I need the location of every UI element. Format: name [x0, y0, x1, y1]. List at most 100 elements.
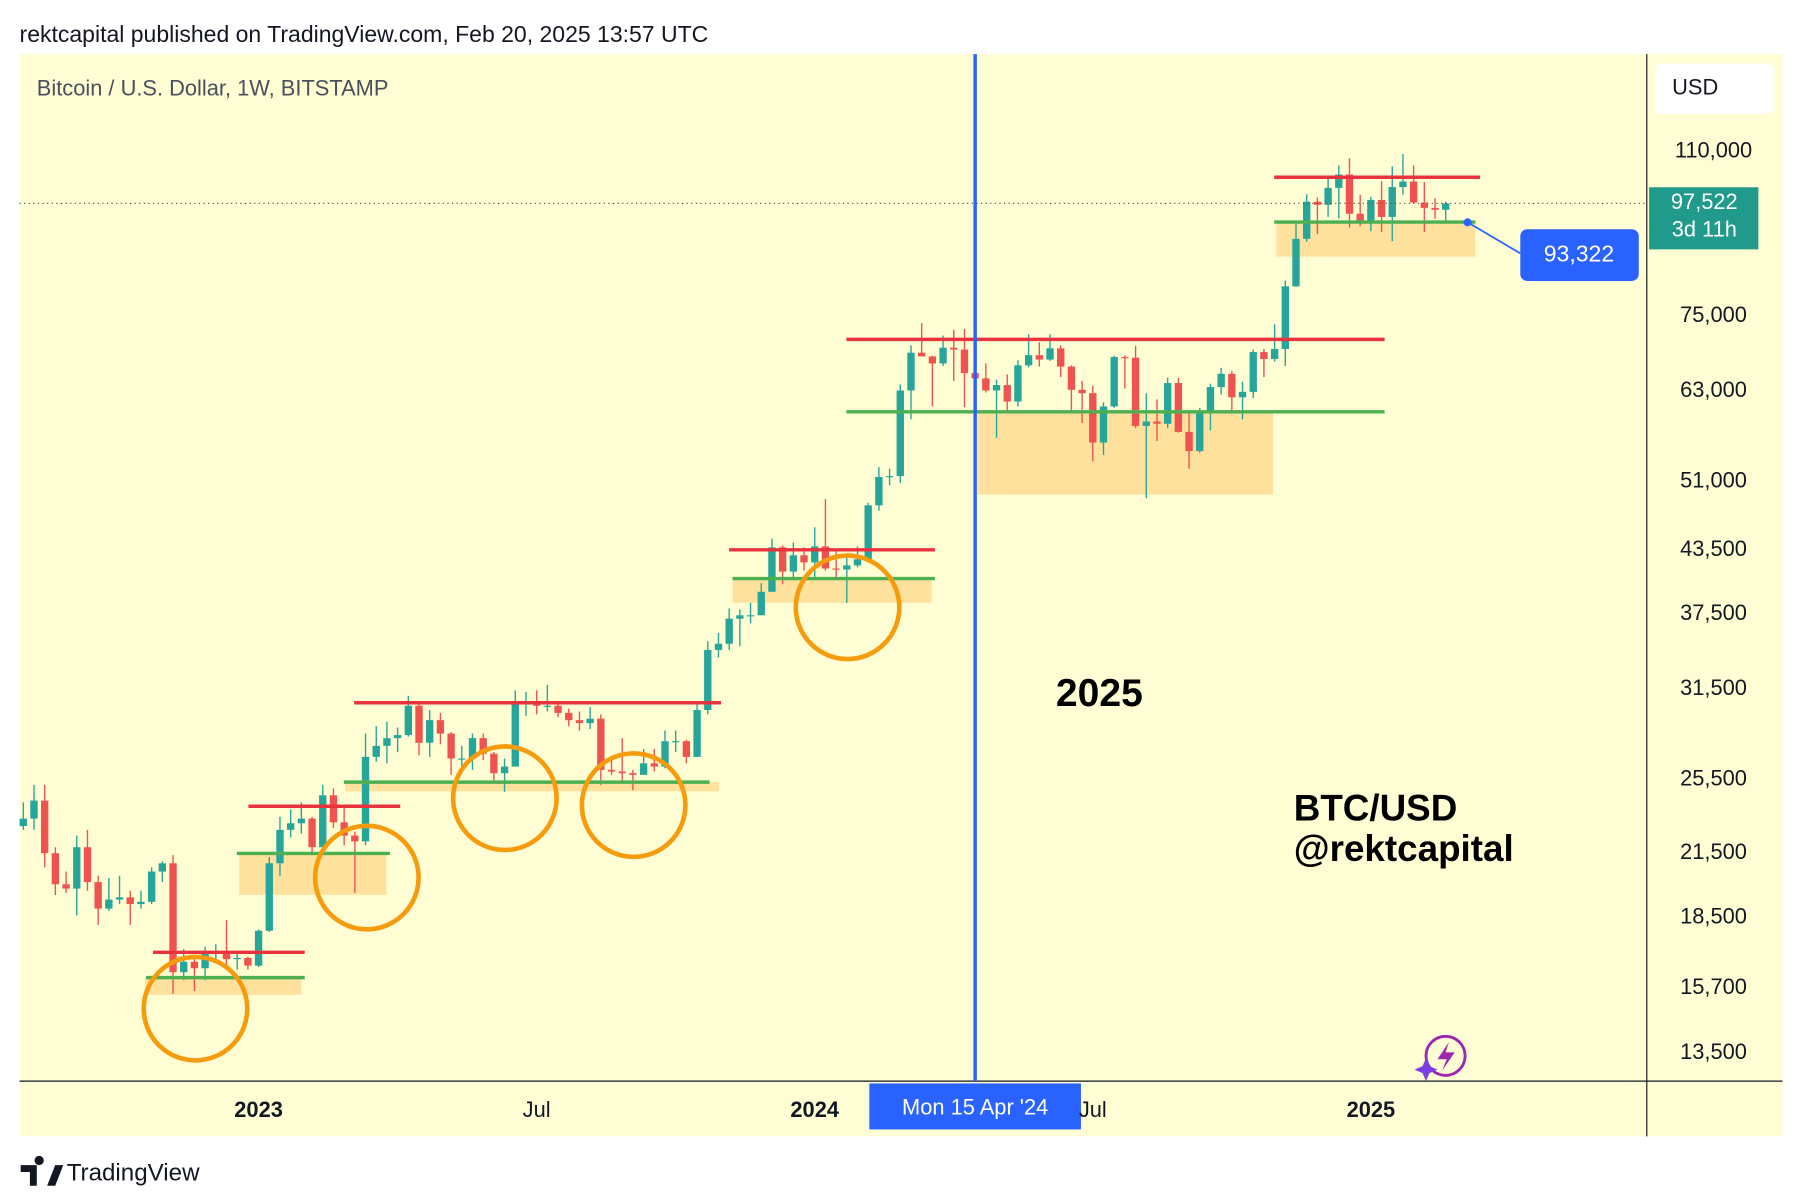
- currency-box: [1654, 63, 1775, 114]
- retest-circle: [793, 553, 902, 662]
- levels: [146, 175, 1481, 980]
- retest-circle: [141, 954, 250, 1063]
- x-tick-label: 2023: [234, 1097, 283, 1122]
- candle-body: [254, 930, 263, 966]
- candle-body: [875, 476, 883, 506]
- countdown: 3d 11h: [1672, 217, 1737, 242]
- candle-body: [1153, 421, 1161, 424]
- candle-body: [468, 738, 477, 759]
- zone: [977, 411, 1274, 495]
- candle-body: [746, 615, 755, 617]
- annotation-pair: BTC/USD: [1294, 788, 1458, 829]
- y-tick-label: 43,500: [1680, 536, 1747, 561]
- y-tick-label: 51,000: [1680, 468, 1747, 493]
- y-tick-label: 25,500: [1680, 766, 1747, 791]
- candle-body: [757, 591, 765, 616]
- candle-body: [693, 710, 701, 757]
- candle-body: [768, 547, 776, 592]
- candle-body: [1099, 406, 1108, 443]
- candle-body: [426, 720, 434, 743]
- candle-body: [319, 795, 327, 848]
- candle-body: [950, 347, 958, 350]
- candle-body: [222, 951, 231, 960]
- x-tick-label: 2025: [1347, 1097, 1396, 1122]
- candle-body: [19, 818, 27, 827]
- candle-body: [147, 871, 156, 902]
- x-tick-label: 2024: [790, 1097, 839, 1122]
- candle-body: [126, 897, 134, 905]
- y-tick-label: 13,500: [1680, 1039, 1747, 1064]
- circles: [141, 553, 902, 1063]
- x-tick-label: Jul: [523, 1097, 551, 1122]
- candle-body: [404, 705, 412, 736]
- y-tick-label: 75,000: [1680, 302, 1747, 327]
- candle-body: [1067, 366, 1076, 390]
- chart-title: Bitcoin / U.S. Dollar, 1W, BITSTAMP: [37, 76, 389, 101]
- candle-body: [650, 763, 658, 767]
- candle-body: [1270, 348, 1279, 359]
- candle-body: [169, 863, 177, 973]
- candle-body: [105, 899, 113, 909]
- candle-body: [1035, 355, 1044, 360]
- candle-body: [714, 643, 723, 650]
- candle-body: [1003, 385, 1011, 402]
- zone: [144, 977, 302, 995]
- candle-body: [1142, 421, 1150, 426]
- candle-body: [244, 957, 252, 966]
- candle-body: [736, 615, 744, 619]
- candle-body: [1388, 187, 1396, 217]
- candle-body: [1121, 357, 1129, 359]
- candle-body: [885, 476, 894, 478]
- candle-body: [351, 835, 359, 842]
- candle-body: [233, 957, 241, 960]
- candle-body: [1046, 348, 1054, 360]
- publish-header: rektcapital published on TradingView.com…: [20, 21, 709, 47]
- candle-body: [1057, 348, 1065, 367]
- candle-body: [682, 741, 691, 757]
- candle-body: [1185, 431, 1193, 452]
- candle-body: [30, 800, 38, 819]
- candle-body: [372, 745, 380, 757]
- candle-body: [137, 901, 145, 905]
- candle-body: [1281, 286, 1289, 349]
- candle-body: [447, 733, 455, 759]
- candle-body: [1228, 373, 1236, 398]
- candle-body: [500, 766, 509, 774]
- marker-label: 93,322: [1544, 241, 1614, 267]
- last-price-box: [1649, 187, 1759, 250]
- candle-body: [982, 378, 990, 391]
- y-tick-label: 21,500: [1680, 839, 1747, 864]
- candle-body: [1431, 207, 1439, 210]
- candle-body: [704, 649, 712, 711]
- lightning-icon: [1414, 1034, 1467, 1082]
- candle-body: [1377, 199, 1386, 217]
- candle-body: [1163, 383, 1172, 424]
- y-tick-label: 110,000: [1675, 137, 1752, 162]
- candle-body: [180, 961, 188, 973]
- candle-body: [661, 741, 669, 767]
- candle-body: [1196, 412, 1204, 452]
- candle-body: [1014, 365, 1022, 402]
- candle-body: [158, 863, 167, 872]
- candle-body: [907, 352, 915, 391]
- candle-body: [1238, 391, 1247, 398]
- candle-body: [1420, 202, 1429, 208]
- retest-circle: [579, 751, 688, 860]
- candle-body: [286, 823, 295, 830]
- candle-body: [607, 769, 616, 772]
- crosshair-box: [869, 1083, 1081, 1130]
- candle-body: [308, 818, 316, 848]
- crosshair-label: Mon 15 Apr '24: [902, 1094, 1048, 1119]
- candle-body: [939, 347, 947, 364]
- candle-body: [1399, 181, 1407, 188]
- y-tick-label: 31,500: [1680, 675, 1747, 700]
- candle-body: [458, 758, 466, 760]
- candle-body: [415, 705, 423, 743]
- candle-body: [190, 961, 199, 969]
- candle-body: [276, 829, 284, 864]
- candle-body: [853, 559, 862, 566]
- candle-body: [1409, 181, 1418, 203]
- candle-body: [265, 863, 273, 931]
- candle-body: [297, 818, 306, 824]
